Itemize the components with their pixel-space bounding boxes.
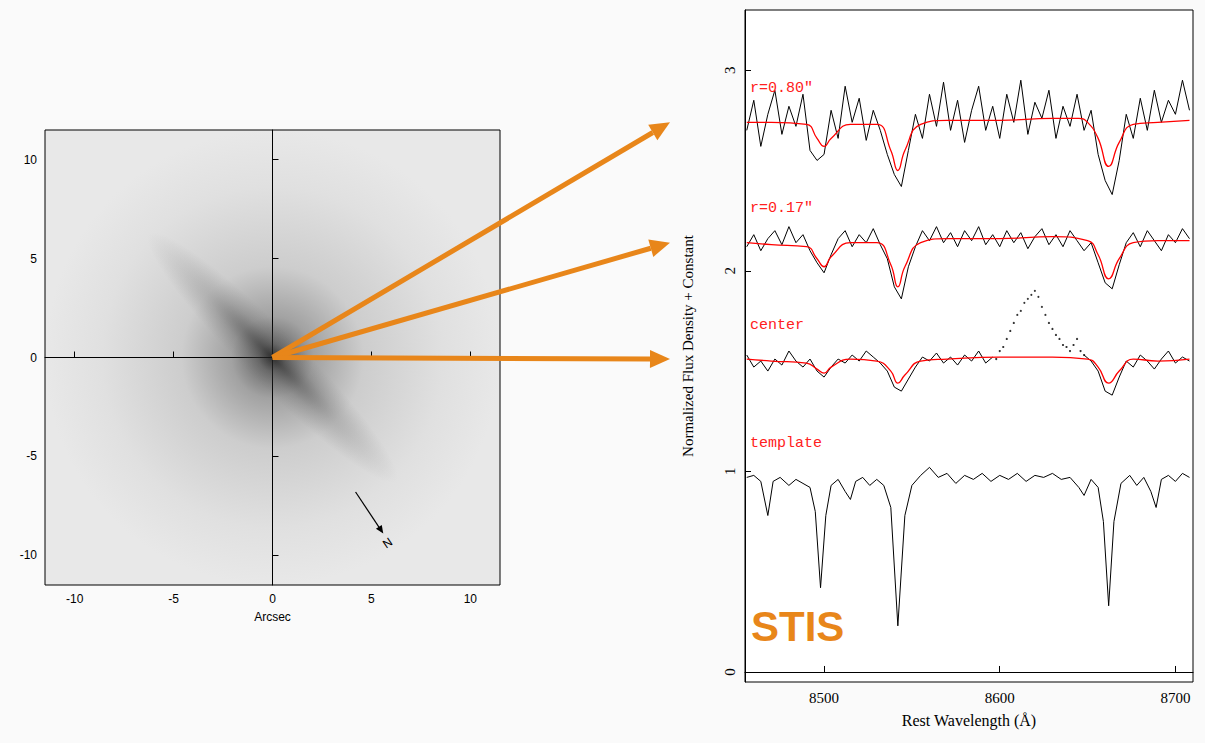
svg-text:-10: -10 (20, 548, 38, 562)
svg-text:r=0.80″: r=0.80″ (750, 80, 813, 97)
svg-text:Rest Wavelength (Å): Rest Wavelength (Å) (902, 712, 1036, 730)
svg-text:-5: -5 (168, 592, 179, 606)
svg-text:8500: 8500 (809, 690, 839, 706)
svg-text:10: 10 (464, 592, 478, 606)
svg-text:STIS: STIS (751, 603, 844, 650)
svg-text:1: 1 (722, 468, 738, 476)
svg-text:5: 5 (30, 252, 37, 266)
svg-text:5: 5 (368, 592, 375, 606)
svg-text:template: template (750, 435, 822, 452)
svg-text:8600: 8600 (985, 690, 1015, 706)
svg-text:N: N (380, 535, 395, 551)
svg-text:Arcsec: Arcsec (254, 610, 291, 624)
svg-text:0: 0 (30, 351, 37, 365)
svg-text:-5: -5 (26, 449, 37, 463)
svg-text:2: 2 (722, 267, 738, 275)
svg-text:r=0.17″: r=0.17″ (750, 200, 813, 217)
svg-text:3: 3 (722, 66, 738, 74)
svg-text:-10: -10 (66, 592, 84, 606)
svg-text:center: center (750, 317, 804, 334)
svg-text:0: 0 (722, 668, 738, 676)
svg-text:0: 0 (269, 592, 276, 606)
svg-text:Normalized Flux Density + Cons: Normalized Flux Density + Constant (680, 234, 696, 457)
svg-text:10: 10 (24, 153, 38, 167)
svg-text:8700: 8700 (1160, 690, 1190, 706)
